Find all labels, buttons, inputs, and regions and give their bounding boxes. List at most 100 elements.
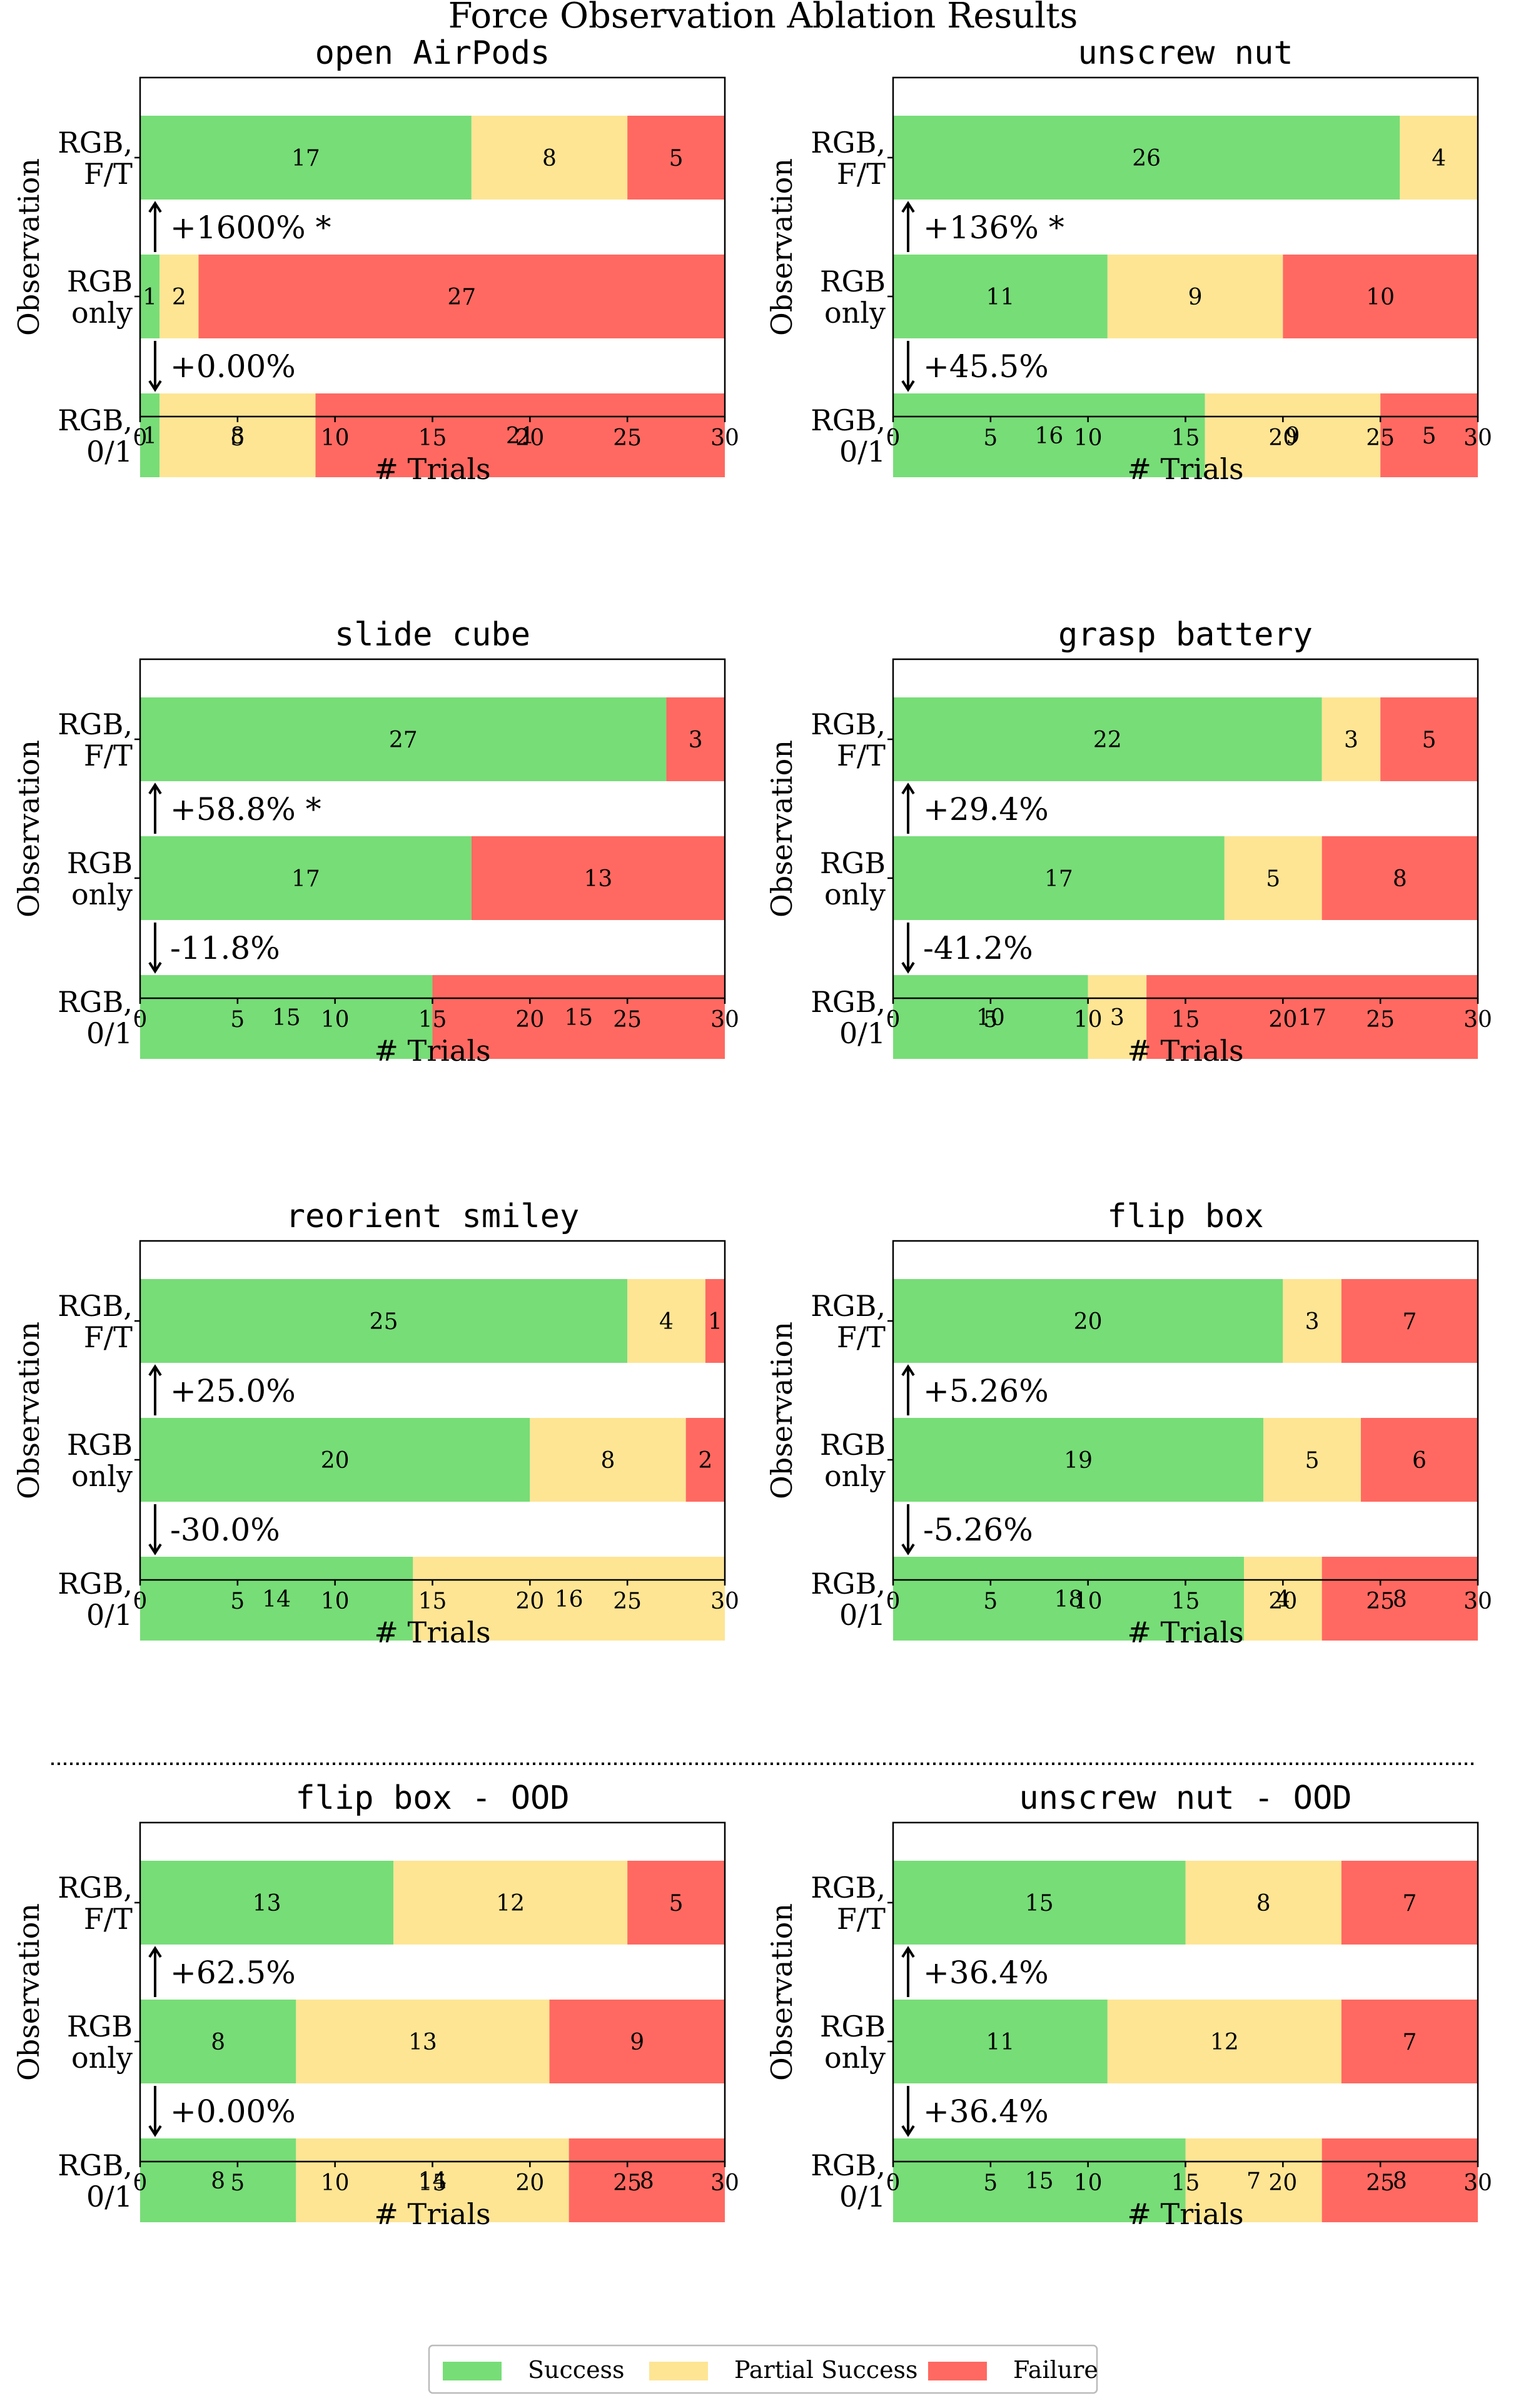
x-tick-label: 10: [1074, 425, 1103, 451]
bar-value-label: 14: [262, 1587, 291, 1612]
x-tick-label: 30: [710, 1007, 739, 1033]
legend: Success Partial Success Failure: [428, 2344, 1098, 2394]
bar-value-label: 15: [1025, 1891, 1054, 1916]
legend-swatch-success: [443, 2362, 502, 2380]
up-arrow-icon: [901, 1364, 915, 1377]
bar-value-label: 17: [1044, 866, 1073, 892]
bar-value-label: 18: [1054, 1587, 1083, 1612]
y-category-line: RGB,: [811, 403, 886, 437]
x-tick-label: 30: [710, 2170, 739, 2196]
y-category-label: RGB, 0/1: [58, 2148, 133, 2213]
down-arrow-icon: [148, 1543, 162, 1556]
y-category-label: RGB, F/T: [811, 126, 886, 191]
delta-label-down: -41.2%: [923, 930, 1033, 966]
bar-success: [893, 1557, 1244, 1641]
y-axis-title: Observation: [765, 1903, 799, 2081]
bar-failure: [1380, 393, 1478, 477]
subplot-title: open AirPods: [315, 34, 550, 72]
y-category-line: only: [71, 878, 133, 911]
x-axis-title: # Trials: [374, 2197, 490, 2231]
x-tick-label: 25: [1366, 1007, 1395, 1033]
x-tick-label: 5: [983, 2170, 998, 2196]
up-arrow-icon: [148, 782, 162, 795]
bar-success: [893, 116, 1400, 200]
bar-success: [140, 836, 472, 920]
bar-value-label: 8: [542, 146, 557, 171]
bar-value-label: 3: [1305, 1309, 1320, 1335]
bar-partial-success: [1185, 2138, 1322, 2222]
x-tick-label: 10: [1074, 2170, 1103, 2196]
y-category-line: RGB: [67, 2010, 133, 2043]
bar-success: [140, 116, 472, 200]
bar-failure: [471, 836, 725, 920]
bar-failure: [627, 1861, 725, 1945]
bar-success: [140, 697, 667, 781]
bar-failure: [1321, 2138, 1478, 2222]
down-arrow-icon: [148, 961, 162, 974]
bar-value-label: 8: [601, 1448, 615, 1474]
subplot-title: slide cube: [335, 616, 530, 654]
bar-partial-success: [1107, 255, 1283, 338]
down-arrow-icon: [901, 2125, 915, 2137]
x-tick-label: 0: [133, 2170, 148, 2196]
bar-value-label: 12: [496, 1891, 525, 1916]
up-arrow-icon: [148, 1946, 162, 1958]
bar-failure: [1321, 836, 1478, 920]
x-tick-label: 30: [1463, 425, 1492, 451]
x-axis-title: # Trials: [374, 452, 490, 486]
y-category-line: RGB,: [58, 985, 133, 1019]
subplot-title: unscrew nut - OOD: [1019, 1779, 1352, 1817]
y-category-line: only: [71, 1459, 133, 1493]
x-tick-label: 20: [1268, 2170, 1297, 2196]
bar-value-label: 11: [986, 2030, 1015, 2055]
x-tick-label: 15: [1171, 2170, 1200, 2196]
bar-value-label: 22: [1093, 727, 1122, 753]
y-category-label: RGB only: [820, 1428, 886, 1493]
down-arrow-icon: [901, 1543, 915, 1556]
bar-failure: [1341, 1279, 1478, 1363]
y-category-line: F/T: [837, 1902, 886, 1936]
bar-failure: [198, 255, 725, 338]
up-arrow-icon: [901, 1946, 915, 1958]
bar-value-label: 6: [1412, 1448, 1427, 1474]
bar-value-label: 25: [370, 1309, 398, 1335]
bar-value-label: 15: [1025, 2168, 1054, 2194]
x-tick-label: 30: [710, 425, 739, 451]
y-category-label: RGB, F/T: [811, 1871, 886, 1936]
bar-value-label: 1: [143, 423, 157, 449]
x-tick-label: 20: [515, 1589, 544, 1614]
subplot-title: flip box: [1107, 1198, 1263, 1235]
y-category-label: RGB only: [67, 2010, 133, 2075]
subplot-title: grasp battery: [1058, 616, 1313, 654]
y-category-line: F/T: [837, 157, 886, 191]
x-tick-label: 25: [613, 2170, 642, 2196]
bar-value-label: 2: [698, 1448, 712, 1474]
bar-value-label: 7: [1246, 2168, 1261, 2194]
x-tick-label: 30: [710, 1589, 739, 1614]
bar-value-label: 7: [1402, 1891, 1417, 1916]
x-tick-label: 20: [515, 1007, 544, 1033]
bar-value-label: 20: [321, 1448, 350, 1474]
bar-success: [893, 2138, 1186, 2222]
y-axis-title: Observation: [765, 740, 799, 918]
y-category-line: RGB: [820, 2010, 886, 2043]
bar-partial-success: [159, 255, 199, 338]
y-category-label: RGB, 0/1: [811, 403, 886, 468]
bar-value-label: 5: [669, 146, 684, 171]
delta-label-down: +0.00%: [170, 348, 296, 385]
bar-value-label: 10: [976, 1005, 1005, 1031]
y-category-label: RGB, F/T: [811, 1289, 886, 1354]
x-tick-label: 0: [133, 425, 148, 451]
x-tick-label: 20: [1268, 425, 1297, 451]
bar-value-label: 16: [1034, 423, 1063, 449]
x-tick-label: 5: [230, 1589, 245, 1614]
bar-value-label: 7: [1402, 1309, 1417, 1335]
y-category-line: RGB,: [811, 1871, 886, 1905]
delta-label-down: +36.4%: [923, 2093, 1049, 2130]
bar-value-label: 8: [211, 2168, 225, 2194]
bar-value-label: 13: [408, 2030, 437, 2055]
y-category-label: RGB only: [67, 846, 133, 911]
